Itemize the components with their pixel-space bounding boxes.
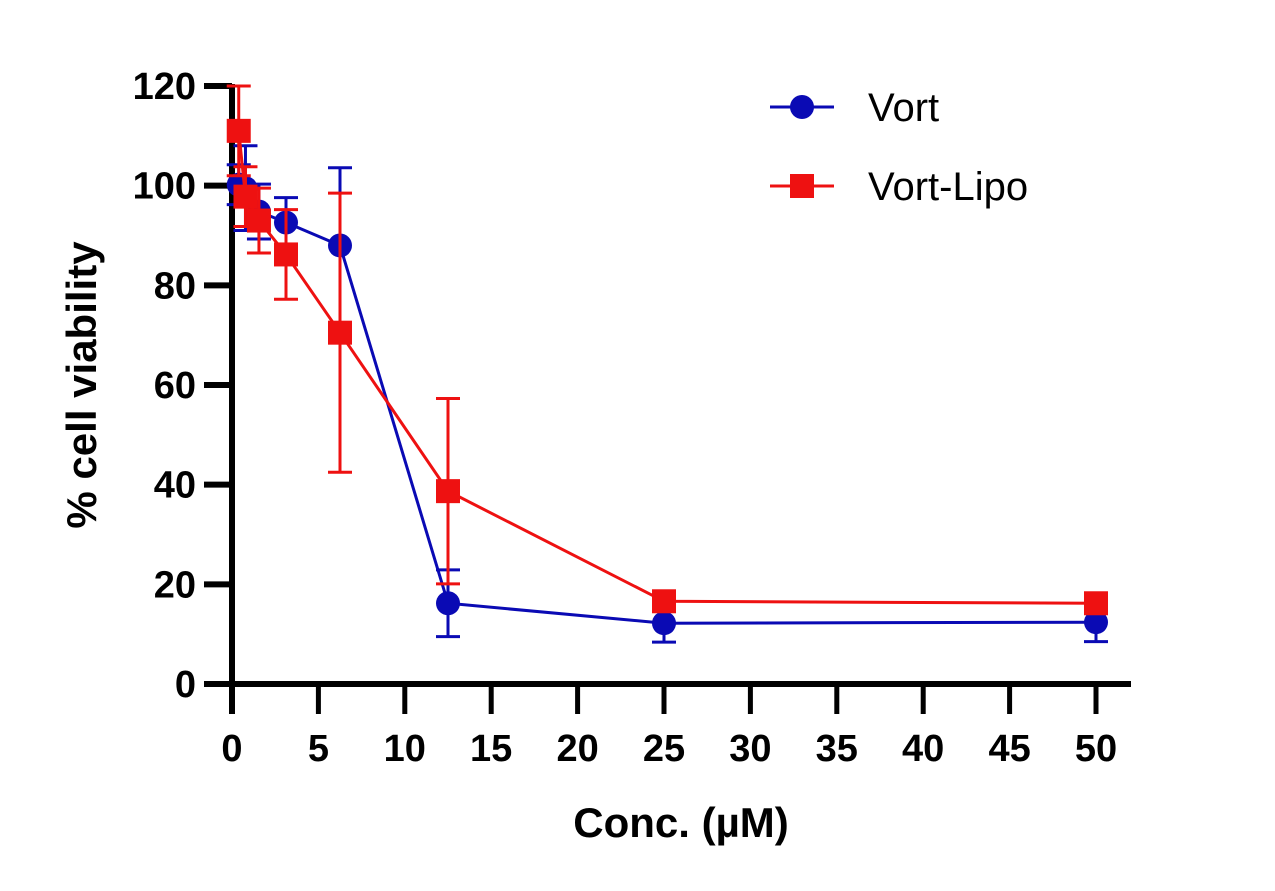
y-tick-label: 0	[175, 664, 196, 706]
data-point-circle	[436, 591, 460, 616]
x-tick-label: 10	[384, 728, 426, 770]
x-tick-label: 45	[988, 728, 1030, 770]
data-point-square	[652, 589, 676, 614]
y-tick-label: 120	[133, 66, 196, 108]
data-point-square	[233, 184, 258, 209]
y-axis-title: % cell viability	[58, 241, 105, 529]
y-tick-label: 60	[154, 365, 196, 407]
x-tick-label: 25	[643, 728, 685, 770]
axes: 0 20 40 60 80 100 120 0 5 10 15 20 25 30 35 40 45 50	[133, 66, 1131, 770]
x-tick-label: 35	[816, 728, 858, 770]
data-point-square	[246, 208, 271, 233]
x-tick-label: 5	[308, 728, 329, 770]
x-tick-label: 20	[556, 728, 598, 770]
legend-label: Vort-Lipo	[868, 165, 1028, 209]
data-point-square	[328, 320, 352, 345]
series-vort	[226, 144, 1108, 644]
legend-marker-circle	[790, 95, 814, 119]
data-point-square	[1084, 591, 1108, 616]
x-tick-label: 0	[221, 728, 242, 770]
y-tick-label: 100	[133, 166, 196, 208]
legend-label: Vort	[868, 86, 939, 130]
data-point-square	[274, 242, 298, 267]
legend-item: Vort-Lipo	[770, 165, 1028, 209]
data-point-circle	[1084, 610, 1108, 635]
x-tick-label: 50	[1075, 728, 1117, 770]
x-tick-label: 40	[902, 728, 944, 770]
series-layer	[226, 84, 1108, 644]
y-tick-label: 80	[154, 265, 196, 307]
y-tick-label: 20	[154, 564, 196, 606]
x-axis-title: Conc. (µM)	[573, 799, 789, 846]
y-tick-label: 40	[154, 465, 196, 507]
x-tick-label: 15	[470, 728, 512, 770]
data-point-square	[436, 479, 460, 504]
legend-marker-square	[790, 174, 814, 198]
x-tick-label: 30	[729, 728, 771, 770]
legend: Vort Vort-Lipo	[770, 86, 1028, 209]
data-point-square	[226, 118, 251, 143]
series-vort-lipo	[226, 84, 1108, 616]
data-point-circle	[652, 611, 676, 636]
series-line	[238, 183, 1097, 625]
legend-item: Vort	[770, 86, 939, 130]
